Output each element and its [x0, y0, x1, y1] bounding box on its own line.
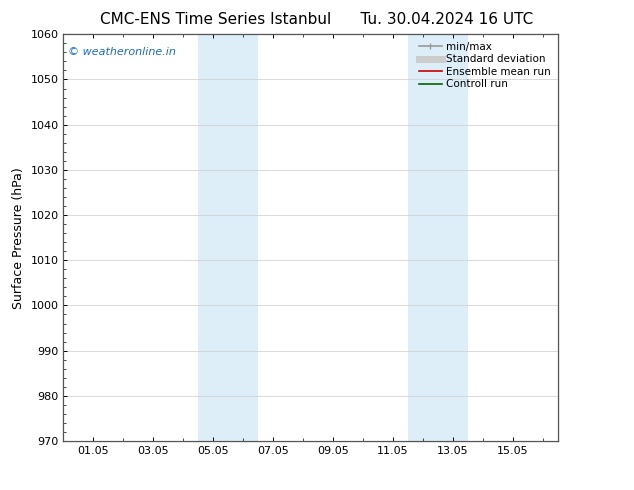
Bar	[198, 34, 228, 441]
Bar	[228, 34, 258, 441]
Y-axis label: Surface Pressure (hPa): Surface Pressure (hPa)	[12, 167, 25, 309]
Text: CMC-ENS Time Series Istanbul      Tu. 30.04.2024 16 UTC: CMC-ENS Time Series Istanbul Tu. 30.04.2…	[100, 12, 534, 27]
Legend: min/max, Standard deviation, Ensemble mean run, Controll run: min/max, Standard deviation, Ensemble me…	[417, 40, 553, 92]
Bar	[408, 34, 438, 441]
Text: © weatheronline.in: © weatheronline.in	[68, 47, 176, 56]
Bar	[438, 34, 468, 441]
